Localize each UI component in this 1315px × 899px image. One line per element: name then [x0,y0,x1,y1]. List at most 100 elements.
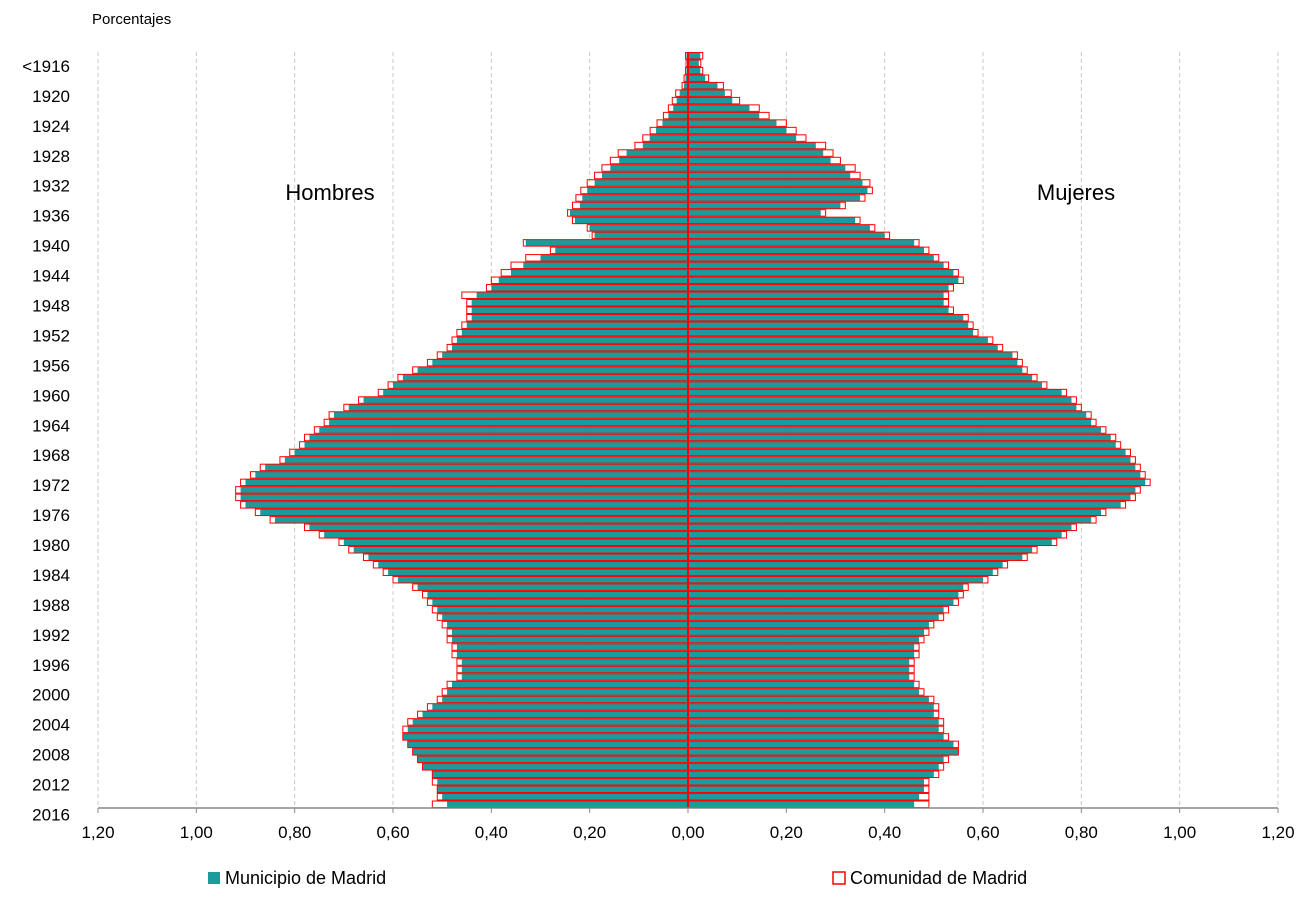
x-tick-label: 1,20 [81,823,114,842]
bar-municipio-women [688,292,944,299]
bar-municipio-men [555,247,688,254]
bar-municipio-men [456,336,688,344]
y-tick-label: 1984 [32,566,70,585]
bar-municipio-men [570,209,688,217]
bar-municipio-men [324,531,688,539]
legend-swatch-comunidad [832,871,846,885]
bar-municipio-men [642,142,688,149]
bar-municipio-women [688,673,910,681]
bar-municipio-women [688,52,701,59]
bar-municipio-men [452,681,688,688]
bar-municipio-women [688,194,861,202]
bar-municipio-men [432,703,688,711]
men-side-label: Hombres [285,180,374,205]
y-tick-label: 1952 [32,326,70,345]
bar-municipio-women [688,179,863,187]
bar-municipio-women [688,254,934,262]
bar-municipio-women [688,778,924,786]
bar-municipio-men [240,494,689,501]
bar-municipio-women [688,262,944,269]
x-tick-label: 1,20 [1261,823,1294,842]
bar-municipio-women [688,396,1072,404]
bar-municipio-women [688,74,706,82]
bar-municipio-men [422,763,688,771]
x-tick-label: 0,20 [770,823,803,842]
bar-municipio-men [412,718,688,726]
bar-municipio-men [363,396,688,404]
bar-municipio-men [461,329,688,336]
bar-municipio-women [688,89,725,97]
bar-municipio-women [688,801,915,808]
bar-municipio-men [685,74,688,82]
bar-municipio-women [688,441,1116,449]
bar-municipio-men [255,471,689,479]
y-tick-label: 1948 [32,296,70,315]
bar-municipio-men [417,366,688,374]
bar-municipio-men [656,127,688,134]
bar-municipio-women [688,479,1146,486]
bar-municipio-men [407,726,688,733]
bar-municipio-women [688,509,1101,516]
bar-municipio-women [688,726,939,733]
bars-group [235,52,1151,808]
bar-municipio-women [688,546,1033,554]
bar-municipio-women [688,187,868,194]
bar-municipio-men [594,179,688,187]
legend-swatch-municipio [208,872,220,884]
y-tick-label: 1980 [32,536,70,555]
y-tick-label: 2012 [32,776,70,795]
bar-municipio-men [437,778,688,786]
bar-municipio-men [275,516,688,524]
bar-municipio-women [688,494,1131,501]
bar-municipio-men [329,419,688,426]
bar-municipio-men [319,426,688,434]
bar-municipio-men [422,711,688,718]
bar-municipio-women [688,718,939,726]
bar-municipio-women [688,404,1077,411]
y-tick-label: 1928 [32,147,70,166]
bar-municipio-women [688,127,787,134]
x-tick-label: 0,80 [1065,823,1098,842]
unit-label: Porcentajes [92,11,171,28]
bar-municipio-women [688,329,974,336]
bar-municipio-men [452,344,688,351]
bar-municipio-women [688,681,915,688]
women-side-label: Mujeres [1037,180,1115,205]
bar-municipio-women [688,119,777,127]
bar-municipio-men [452,636,688,643]
bar-municipio-men [452,628,688,636]
bar-municipio-women [688,344,998,351]
bar-municipio-men [476,292,688,299]
bar-municipio-men [442,793,688,801]
bar-municipio-men [676,97,688,104]
x-tick-label: 1,00 [1163,823,1196,842]
bar-municipio-men [511,269,688,277]
bar-municipio-women [688,59,699,67]
y-tick-label: 2008 [32,746,70,765]
bar-municipio-women [688,104,750,112]
bar-municipio-men [447,621,688,628]
bar-municipio-women [688,756,944,763]
x-tick-label: 0,80 [278,823,311,842]
bar-municipio-women [688,134,797,142]
bar-municipio-men [662,119,688,127]
bar-municipio-men [343,539,688,546]
bar-municipio-men [574,217,688,224]
bar-municipio-women [688,202,841,209]
y-tick-label: 1940 [32,237,70,256]
y-tick-label: 2000 [32,686,70,705]
bar-municipio-men [397,576,688,583]
y-tick-label: 1936 [32,207,70,226]
bar-municipio-women [688,82,718,89]
bar-municipio-women [688,486,1136,494]
bar-municipio-women [688,598,954,606]
bar-municipio-women [688,628,924,636]
bar-municipio-men [471,299,688,306]
bar-municipio-women [688,643,915,651]
bar-municipio-men [353,546,688,554]
bar-municipio-men [378,561,688,568]
y-tick-label: 1964 [32,416,70,435]
bar-municipio-men [668,112,688,119]
bar-municipio-men [461,666,688,673]
